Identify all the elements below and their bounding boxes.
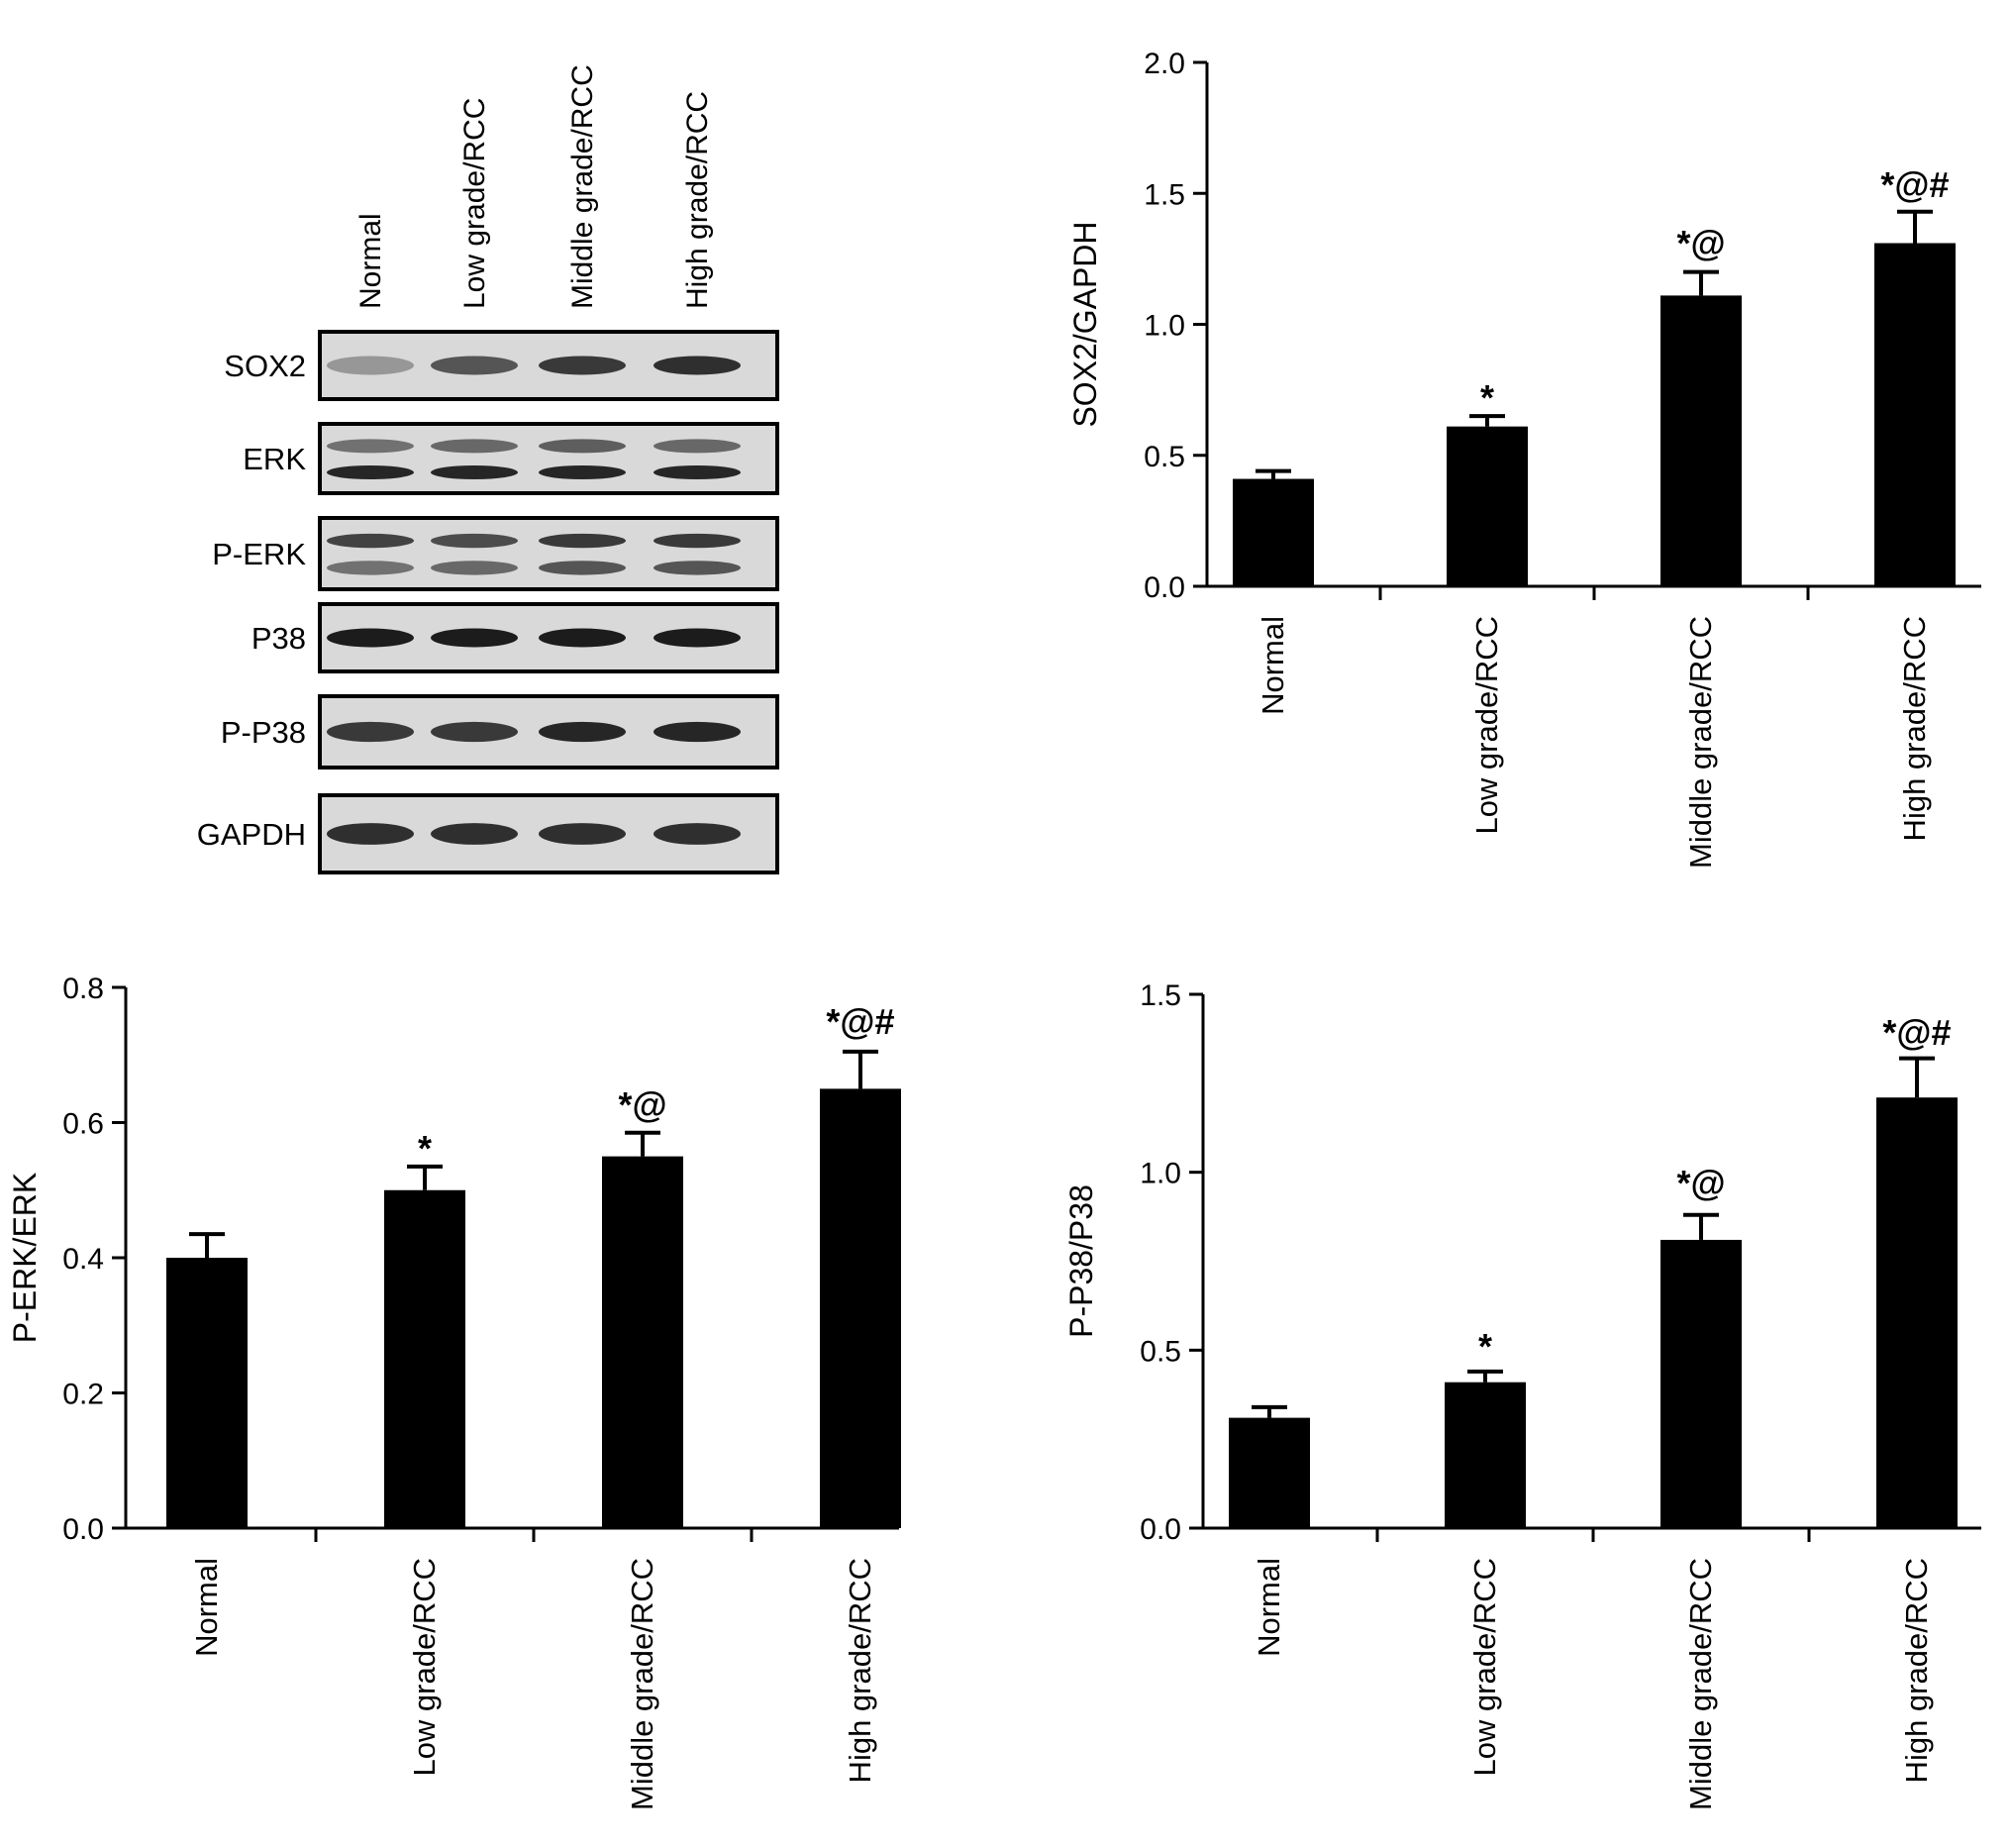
bar-normal: [1233, 478, 1314, 586]
blot-row-label-p38: P38: [251, 621, 306, 656]
blot-band-sox2-high-grade-rcc: [654, 356, 741, 375]
blot-band-erk-low-grade-rcc: [431, 439, 518, 454]
bar-low-grade-rcc: [1445, 1382, 1526, 1528]
bar-high-grade-rcc: [1876, 1097, 1958, 1528]
y-tick-label: 1.5: [1144, 178, 1185, 211]
blot-band-erk-middle-grade-rcc: [539, 439, 626, 454]
y-tick-label: 2.0: [1144, 48, 1185, 80]
blot-strip-erk: [318, 422, 779, 495]
y-tick-label: 0.4: [62, 1243, 104, 1276]
y-tick-label: 0.0: [1140, 1513, 1181, 1546]
bar-low-grade-rcc: [384, 1189, 465, 1528]
bar-middle-grade-rcc: [1660, 295, 1742, 586]
x-category-label-high-grade-rcc: High grade/RCC: [1897, 616, 1932, 841]
p-p38-p38-bar-chart: 0.0 0.5 1.0 1.5 P-P38/P38 Normal * Low grade/RC…: [1063, 979, 1981, 1810]
blot-row-label-gapdh: GAPDH: [197, 817, 306, 852]
significance-high-grade-rcc: *@#: [826, 1001, 894, 1042]
blot-band-p-erk-high-grade-rcc: [654, 561, 741, 575]
blot-row-label-p-p38: P-P38: [221, 715, 306, 750]
y-tick-label: 0.0: [1144, 571, 1185, 604]
blot-band-p-erk-high-grade-rcc: [654, 533, 741, 549]
x-category-label-normal: Normal: [1252, 1558, 1286, 1657]
x-category-label-normal: Normal: [1256, 616, 1290, 715]
y-tick-label: 1.0: [1140, 1158, 1181, 1190]
y-tick-label: 0.8: [62, 973, 104, 1005]
blot-band-sox2-middle-grade-rcc: [539, 356, 626, 375]
blot-row-label-p-erk: P-ERK: [212, 537, 306, 571]
blot-band-erk-high-grade-rcc: [654, 465, 741, 479]
y-axis-title: P-P38/P38: [1063, 1184, 1099, 1338]
blot-band-sox2-low-grade-rcc: [431, 356, 518, 375]
x-category-label-high-grade-rcc: High grade/RCC: [843, 1558, 877, 1783]
significance-middle-grade-rcc: *@: [1676, 223, 1725, 263]
blot-band-p-p38-middle-grade-rcc: [539, 721, 626, 743]
blot-band-erk-normal: [327, 439, 414, 454]
y-tick-label: 0.6: [62, 1108, 104, 1141]
significance-middle-grade-rcc: *@: [618, 1084, 666, 1125]
sox2-gapdh-bar-chart: 0.0 0.5 1.0 1.5 2.0 SOX2/GAPDH Normal * Low grad…: [1067, 48, 1981, 869]
blot-band-gapdh-low-grade-rcc: [431, 823, 518, 845]
blot-lane-label-low-grade-rcc: Low grade/RCC: [458, 98, 491, 309]
x-category-label-low-grade-rcc: Low grade/RCC: [1469, 616, 1504, 835]
blot-band-erk-high-grade-rcc: [654, 439, 741, 454]
blot-band-p38-low-grade-rcc: [431, 628, 518, 648]
blot-band-erk-middle-grade-rcc: [539, 465, 626, 479]
blot-band-p38-normal: [327, 628, 414, 648]
blot-band-p-p38-high-grade-rcc: [654, 721, 741, 743]
blot-band-p38-high-grade-rcc: [654, 628, 741, 648]
y-axis-title: SOX2/GAPDH: [1067, 221, 1103, 427]
blot-band-p38-middle-grade-rcc: [539, 628, 626, 648]
y-tick-label: 0.5: [1144, 441, 1185, 473]
blot-row-label-sox2: SOX2: [224, 349, 306, 383]
x-category-label-low-grade-rcc: Low grade/RCC: [1467, 1558, 1502, 1777]
blot-row-label-erk: ERK: [243, 442, 306, 476]
x-category-label-middle-grade-rcc: Middle grade/RCC: [1683, 616, 1718, 869]
blot-band-sox2-normal: [327, 356, 414, 375]
blot-band-p-erk-middle-grade-rcc: [539, 533, 626, 549]
blot-lane-label-normal: Normal: [354, 213, 387, 309]
blot-band-p-erk-low-grade-rcc: [431, 561, 518, 575]
bar-normal: [166, 1258, 248, 1528]
significance-middle-grade-rcc: *@: [1676, 1163, 1725, 1203]
blot-lane-label-high-grade-rcc: High grade/RCC: [681, 91, 714, 309]
significance-low-grade-rcc: *: [418, 1128, 432, 1169]
blot-band-p-p38-low-grade-rcc: [431, 721, 518, 743]
blot-band-gapdh-high-grade-rcc: [654, 823, 741, 845]
blot-band-erk-low-grade-rcc: [431, 465, 518, 479]
bar-low-grade-rcc: [1447, 426, 1528, 586]
blot-band-p-erk-middle-grade-rcc: [539, 561, 626, 575]
p-erk-erk-bar-chart: 0.0 0.2 0.4 0.6 0.8 P-ERK/ERK Normal * Low grade…: [7, 973, 901, 1810]
blot-band-gapdh-normal: [327, 823, 414, 845]
blot-band-erk-normal: [327, 465, 414, 479]
blot-lane-label-middle-grade-rcc: Middle grade/RCC: [566, 64, 599, 309]
blot-strip-p-erk: [318, 516, 779, 591]
x-category-label-middle-grade-rcc: Middle grade/RCC: [1683, 1558, 1718, 1810]
y-tick-label: 1.0: [1144, 310, 1185, 343]
y-tick-label: 0.0: [62, 1513, 104, 1546]
bar-high-grade-rcc: [1874, 243, 1956, 586]
significance-low-grade-rcc: *: [1478, 1326, 1492, 1367]
blot-band-gapdh-middle-grade-rcc: [539, 823, 626, 845]
y-tick-label: 0.2: [62, 1379, 104, 1411]
blot-band-p-erk-normal: [327, 561, 414, 575]
x-category-label-high-grade-rcc: High grade/RCC: [1899, 1558, 1934, 1783]
x-category-label-normal: Normal: [189, 1558, 224, 1657]
y-tick-label: 0.5: [1140, 1335, 1181, 1368]
y-axis-title: P-ERK/ERK: [7, 1173, 43, 1343]
significance-low-grade-rcc: *: [1480, 377, 1494, 418]
y-tick-label: 1.5: [1140, 979, 1181, 1012]
x-category-label-low-grade-rcc: Low grade/RCC: [407, 1558, 442, 1777]
x-category-label-middle-grade-rcc: Middle grade/RCC: [625, 1558, 659, 1810]
blot-band-p-erk-normal: [327, 533, 414, 549]
bar-high-grade-rcc: [820, 1088, 901, 1528]
blot-band-p-p38-normal: [327, 721, 414, 743]
bar-middle-grade-rcc: [1660, 1239, 1742, 1528]
significance-high-grade-rcc: *@#: [1880, 164, 1949, 205]
significance-high-grade-rcc: *@#: [1882, 1012, 1951, 1053]
western-blot-panel: Normal Low grade/RCC Middle grade/RCC High …: [197, 64, 779, 874]
bar-middle-grade-rcc: [602, 1156, 683, 1528]
blot-band-p-erk-low-grade-rcc: [431, 533, 518, 549]
bar-normal: [1229, 1417, 1310, 1528]
